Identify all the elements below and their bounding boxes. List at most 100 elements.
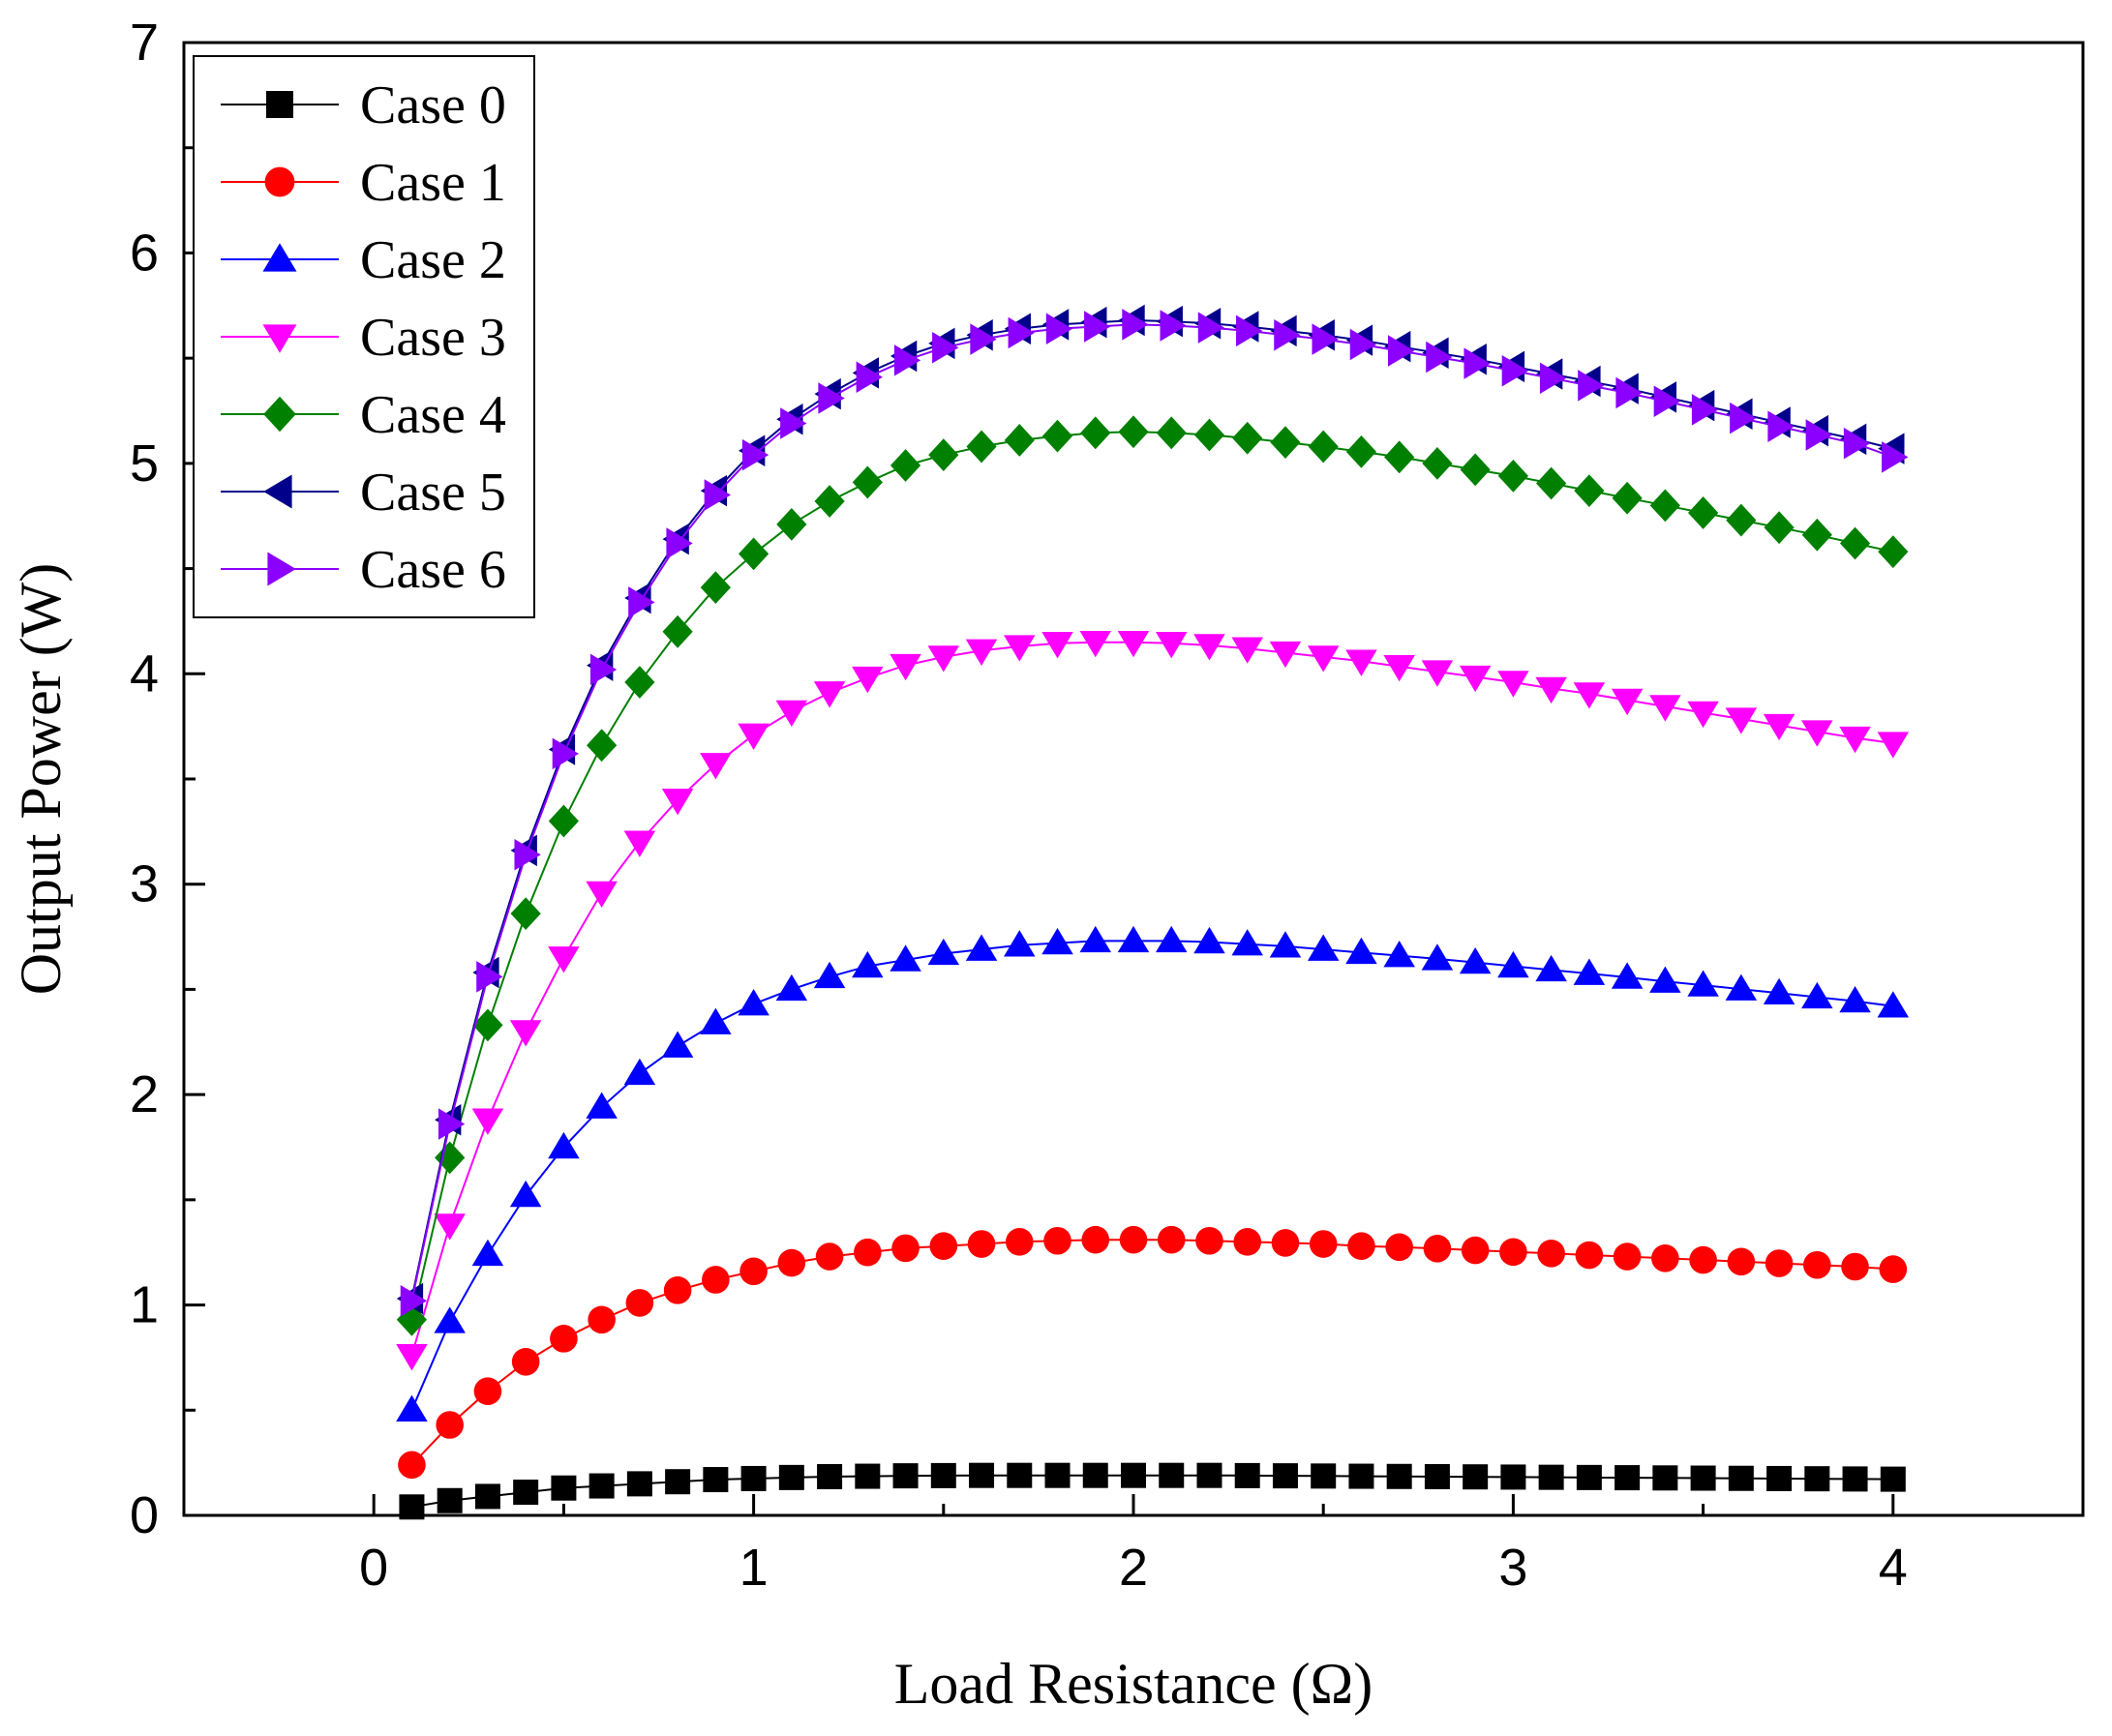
data-point (1652, 1465, 1678, 1491)
data-point (966, 430, 997, 464)
data-point (1005, 1228, 1034, 1256)
data-point (473, 1377, 502, 1406)
data-point (1461, 1236, 1490, 1265)
data-point (1385, 1233, 1413, 1262)
data-point (890, 944, 921, 972)
x-tick-label: 3 (1498, 1539, 1527, 1597)
x-tick-label: 2 (1119, 1539, 1148, 1597)
series-case-2 (396, 925, 1910, 1422)
data-point (551, 1475, 577, 1501)
data-point (1004, 930, 1036, 957)
data-point (702, 1266, 730, 1294)
data-point (1195, 1226, 1223, 1255)
data-point (663, 1276, 692, 1304)
data-point (927, 938, 960, 966)
data-point (435, 1141, 466, 1175)
data-point (1271, 1229, 1300, 1257)
data-point (1690, 1465, 1716, 1491)
data-point (1269, 931, 1302, 958)
data-point (1841, 1252, 1869, 1281)
data-point (738, 989, 769, 1016)
data-point (1767, 410, 1795, 443)
data-point (965, 934, 998, 961)
data-point (1084, 311, 1111, 343)
data-point (1689, 1245, 1717, 1274)
data-point (1233, 1228, 1262, 1256)
legend-marker (264, 166, 295, 197)
data-point (1383, 941, 1415, 968)
series-case-0 (399, 1462, 1906, 1520)
x-tick-label: 4 (1879, 1539, 1908, 1597)
data-point (890, 653, 921, 681)
data-point (1763, 713, 1795, 741)
data-point (738, 723, 769, 750)
data-point (1157, 1225, 1186, 1254)
data-point (741, 438, 769, 471)
data-point (1649, 489, 1680, 523)
data-point (1501, 354, 1528, 387)
data-point (1270, 426, 1301, 460)
data-point (1197, 312, 1225, 344)
x-tick-label: 1 (739, 1539, 769, 1597)
data-point (1615, 376, 1643, 409)
data-point (1007, 1462, 1033, 1488)
series-line (410, 1239, 1893, 1466)
data-point (775, 973, 808, 1002)
data-point (1727, 1247, 1756, 1276)
data-point (1688, 496, 1719, 529)
series-layer (396, 304, 1910, 1520)
axes-layer: 0 1 2 3 4 0 1 2 3 4 5 6 7 (130, 14, 1908, 1597)
data-point (1384, 440, 1415, 474)
data-point (777, 1248, 806, 1277)
data-point (1308, 430, 1339, 464)
data-point (1349, 328, 1377, 361)
data-point (739, 1257, 768, 1286)
series-line (410, 940, 1893, 1411)
data-point (1080, 416, 1111, 450)
series-case-6 (400, 309, 1909, 1317)
data-point (511, 1347, 540, 1376)
data-point (1765, 1249, 1794, 1277)
data-point (1766, 1465, 1793, 1491)
plot-frame (182, 41, 2085, 1517)
data-point (703, 1467, 729, 1493)
data-point (400, 1284, 428, 1317)
legend-item: Case 2 (221, 230, 506, 290)
data-point (509, 1180, 542, 1208)
data-point (1878, 535, 1909, 569)
data-point (471, 1239, 504, 1267)
data-point (1422, 446, 1453, 480)
data-point (1687, 701, 1719, 729)
data-point (476, 961, 503, 993)
data-point (589, 653, 618, 686)
legend-item: Case 0 (221, 75, 506, 135)
data-point (1842, 1466, 1868, 1492)
data-point (434, 1213, 466, 1241)
legend-label: Case 0 (360, 75, 506, 135)
data-point (704, 479, 731, 511)
data-point (1119, 1225, 1148, 1254)
legend-label: Case 4 (360, 385, 506, 445)
legend-item: Case 4 (221, 385, 506, 445)
data-point (586, 881, 618, 909)
data-point (1079, 925, 1112, 953)
data-point (852, 950, 884, 978)
data-point (624, 666, 655, 699)
data-point (1386, 1463, 1412, 1489)
data-point (1345, 937, 1377, 965)
data-point (1726, 503, 1757, 537)
legend-label: Case 2 (360, 230, 506, 290)
legend-label: Case 5 (360, 463, 506, 523)
legend-label: Case 6 (360, 540, 506, 600)
data-point (929, 1232, 958, 1260)
data-point (1691, 394, 1719, 426)
data-point (1387, 335, 1415, 367)
legend-marker (262, 324, 297, 353)
data-point (1421, 660, 1454, 687)
data-point (852, 666, 884, 694)
data-point (1160, 310, 1187, 342)
data-point (852, 465, 883, 499)
data-point (1459, 946, 1492, 974)
